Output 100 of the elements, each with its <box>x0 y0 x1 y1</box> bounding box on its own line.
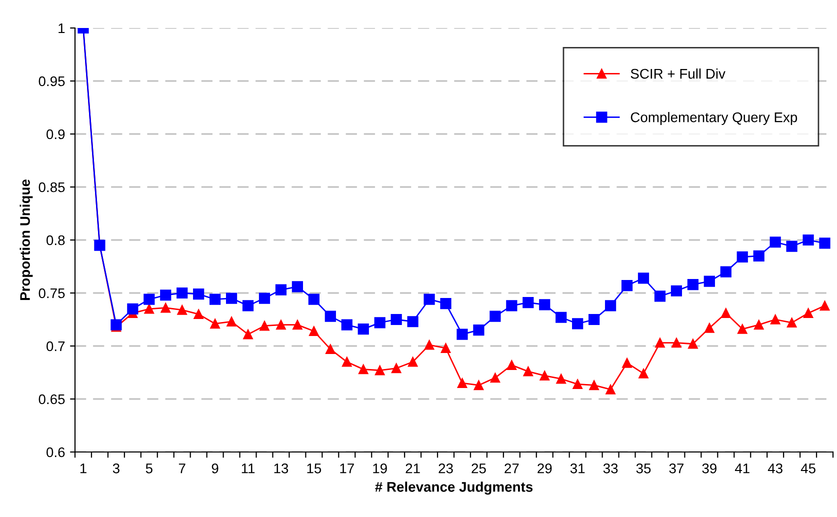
point <box>572 379 582 390</box>
x-tick-label: 43 <box>768 463 782 474</box>
point <box>160 290 172 301</box>
point <box>176 287 188 299</box>
x-tick-label: 35 <box>636 463 651 474</box>
point <box>490 372 500 383</box>
point <box>803 308 814 318</box>
x-tick-label: 25 <box>472 463 486 474</box>
y-tick-label: 0.65 <box>38 394 65 404</box>
point <box>144 294 155 305</box>
x-tick-label: 15 <box>307 464 322 474</box>
point <box>374 366 385 376</box>
point <box>292 320 302 330</box>
x-tick-label: 31 <box>570 463 585 474</box>
point <box>606 384 616 394</box>
point <box>292 281 304 292</box>
point <box>802 234 814 246</box>
point <box>226 316 236 326</box>
point <box>260 321 270 331</box>
x-tick-label: 29 <box>538 463 552 474</box>
point <box>210 318 220 329</box>
point <box>820 300 830 311</box>
point <box>572 318 584 330</box>
point <box>473 324 484 336</box>
point <box>540 370 550 381</box>
point <box>754 320 764 330</box>
x-tick-label: 11 <box>242 464 255 474</box>
point <box>770 236 781 248</box>
point <box>688 339 698 349</box>
point <box>539 299 550 310</box>
point <box>391 363 402 374</box>
x-tick-label: 13 <box>274 463 288 474</box>
point <box>226 292 238 304</box>
point <box>753 250 764 262</box>
point <box>588 314 600 326</box>
y-tick-label: 0.95 <box>38 76 65 86</box>
point <box>704 276 715 287</box>
y-tick-label: 0.7 <box>46 341 65 352</box>
point <box>655 338 665 348</box>
point <box>193 288 204 300</box>
x-tick-label: 1 <box>80 464 86 474</box>
x-tick-label: 23 <box>438 463 453 474</box>
point <box>177 305 187 315</box>
point <box>523 366 534 376</box>
point <box>670 285 682 296</box>
point <box>390 314 402 326</box>
x-tick-label: 27 <box>504 463 519 474</box>
x-axis-title: # Relevance Judgments <box>375 482 533 495</box>
point <box>621 280 633 292</box>
point <box>324 310 336 322</box>
point <box>358 323 369 335</box>
x-tick-label: 7 <box>178 464 186 474</box>
y-tick-label: 0.85 <box>38 182 65 192</box>
x-tick-label: 39 <box>702 463 716 474</box>
point <box>275 284 287 296</box>
legend-label: SCIR + Full Div <box>630 68 726 79</box>
point <box>589 380 599 390</box>
point <box>654 290 666 302</box>
point <box>276 320 286 330</box>
point <box>308 294 320 305</box>
point <box>506 300 518 312</box>
point <box>786 318 797 328</box>
point <box>326 344 336 354</box>
point <box>127 303 138 314</box>
y-tick-label: 0.6 <box>46 447 65 458</box>
point <box>258 292 270 304</box>
point <box>457 378 468 388</box>
point <box>342 357 352 367</box>
point <box>242 300 254 312</box>
point <box>704 323 714 333</box>
point <box>424 340 434 350</box>
legend-label: Complementary Query Exp <box>630 112 798 125</box>
point <box>638 272 650 284</box>
point <box>506 360 517 370</box>
point <box>243 329 253 340</box>
point <box>407 316 418 328</box>
y-tick-label: 0.9 <box>46 129 65 140</box>
point <box>770 314 780 324</box>
point <box>819 238 830 249</box>
point <box>456 328 468 340</box>
x-tick-label: 21 <box>406 463 420 474</box>
x-tick-label: 33 <box>603 463 618 474</box>
y-tick-label: 0.8 <box>46 235 65 246</box>
point <box>687 278 698 290</box>
point <box>490 310 501 322</box>
point <box>736 251 748 263</box>
x-tick-label: 3 <box>112 463 120 474</box>
x-tick-label: 17 <box>340 464 354 474</box>
point <box>194 309 204 320</box>
x-tick-label: 19 <box>373 463 387 474</box>
point <box>440 343 451 353</box>
y-tick-label: 1 <box>58 23 65 34</box>
point <box>556 374 566 384</box>
point <box>721 308 731 318</box>
point <box>738 324 748 334</box>
x-tick-label: 41 <box>734 464 750 474</box>
point <box>309 326 319 336</box>
point <box>604 300 616 312</box>
point <box>374 317 386 328</box>
point <box>672 338 682 348</box>
